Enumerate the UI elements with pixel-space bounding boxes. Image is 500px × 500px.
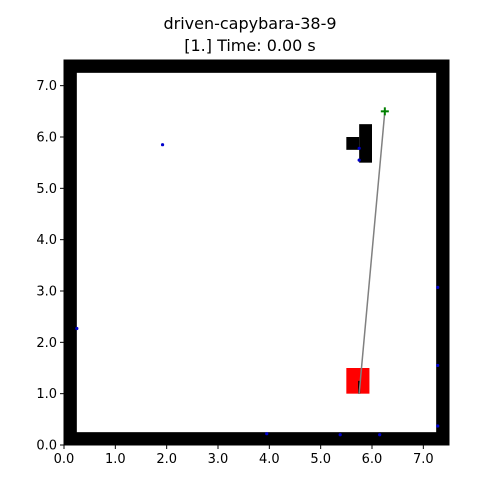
wall <box>64 60 449 73</box>
y-tick-label: 0.0 <box>36 439 57 454</box>
x-tick-label: 3.0 <box>208 452 229 467</box>
x-tick-label: 4.0 <box>259 452 280 467</box>
y-tick-label: 4.0 <box>36 233 57 248</box>
x-tick-label: 1.0 <box>105 452 126 467</box>
wall <box>64 60 77 445</box>
planned-path <box>358 111 386 394</box>
sensor-point <box>436 285 440 290</box>
y-tick-label: 1.0 <box>36 387 57 402</box>
chart-title: driven-capybara-38-9 <box>163 14 337 33</box>
x-tick-label: 7.0 <box>413 452 434 467</box>
chart-subtitle: [1.] Time: 0.00 s <box>184 36 316 55</box>
x-tick-label: 2.0 <box>156 452 177 467</box>
y-tick-label: 6.0 <box>36 131 57 146</box>
x-tick-label: 0.0 <box>54 452 75 467</box>
y-tick-label: 2.0 <box>36 336 57 351</box>
sensor-point <box>436 424 440 428</box>
obstacle <box>359 124 372 163</box>
sensor-point <box>378 433 382 437</box>
obstacle <box>346 137 360 150</box>
sensor-point <box>357 146 361 150</box>
y-tick-label: 3.0 <box>36 285 57 300</box>
axes-frame <box>63 59 450 446</box>
sensor-point <box>357 158 361 162</box>
y-tick-label: 5.0 <box>36 182 57 197</box>
y-tick-label: 7.0 <box>36 79 57 94</box>
x-tick-label: 5.0 <box>310 452 331 467</box>
sensor-point <box>265 432 269 436</box>
wall <box>64 432 449 445</box>
wall <box>436 60 449 445</box>
robot <box>346 368 370 394</box>
sensor-point <box>160 143 165 147</box>
sensor-point <box>75 326 79 331</box>
sensor-point <box>436 363 440 368</box>
sensor-point <box>338 433 342 437</box>
x-tick-label: 6.0 <box>362 452 383 467</box>
